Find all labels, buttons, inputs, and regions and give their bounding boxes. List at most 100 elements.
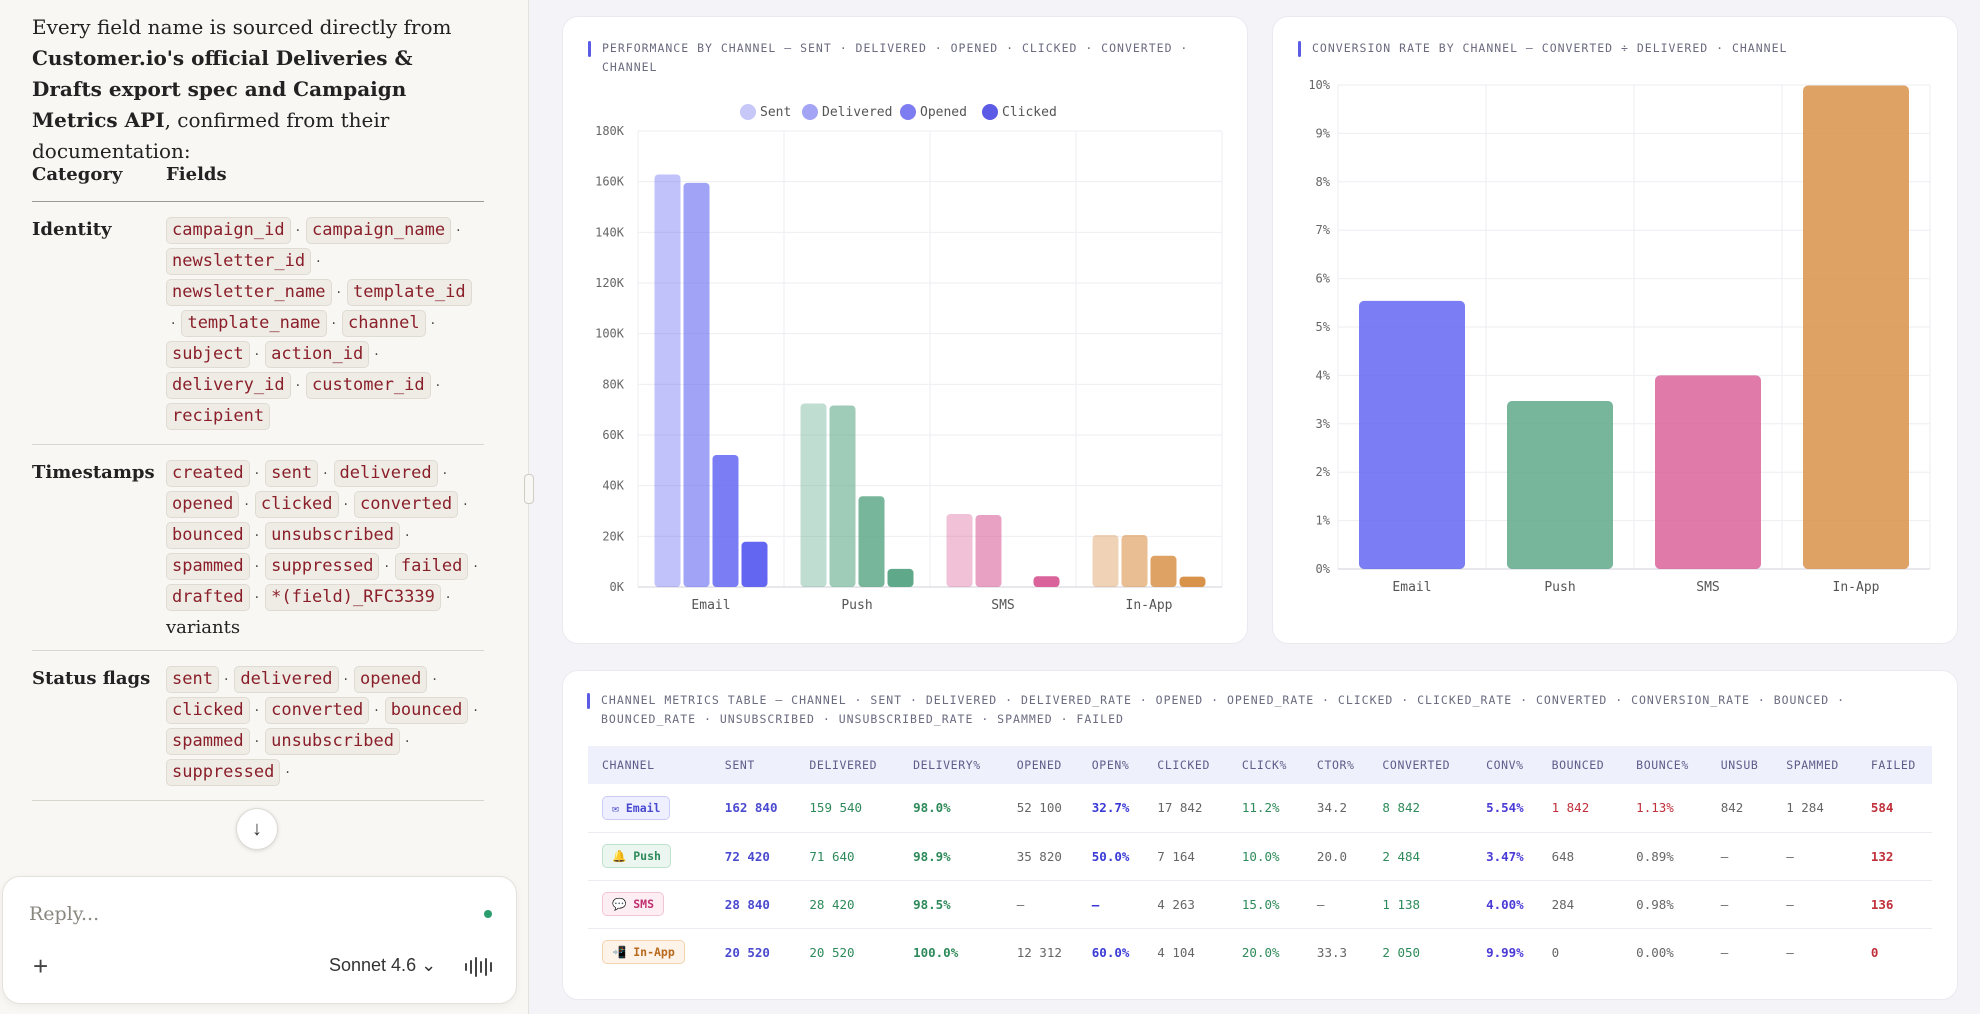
reply-input[interactable]: Reply... — [29, 903, 100, 925]
column-header[interactable]: DELIVERY% — [913, 758, 981, 772]
performance-chart-card: PERFORMANCE BY CHANNEL — SENT · DELIVERE… — [562, 16, 1248, 644]
cell-click: 10.0% — [1227, 832, 1303, 881]
channel-badge: 🔔 Push — [602, 844, 671, 868]
cell-failed: 0 — [1870, 944, 1879, 960]
add-attachment-button[interactable]: + — [33, 951, 49, 981]
cell-ctor: 33.3 — [1316, 944, 1348, 960]
separator: · — [244, 496, 249, 513]
field-code: template_name — [181, 310, 327, 337]
field-code: clicked — [254, 491, 339, 518]
column-header[interactable]: CLICKED — [1157, 758, 1210, 772]
cell-channel: 🔔 Push — [588, 832, 711, 881]
field-code: created — [166, 460, 250, 487]
cell-converted: 1 138 — [1368, 880, 1473, 929]
field-code: campaign_id — [166, 217, 291, 244]
y-tick-label: 1% — [1316, 514, 1331, 528]
column-header[interactable]: DELIVERED — [809, 758, 878, 772]
column-header[interactable]: CONVERTED — [1382, 758, 1451, 772]
status-dot-icon — [484, 910, 492, 918]
y-tick-label: 0% — [1316, 562, 1331, 576]
field-code: spammed — [166, 553, 250, 580]
cell-delivered: 20 520 — [809, 944, 855, 960]
cell-spammed: — — [1786, 944, 1794, 960]
field-list: created · sent · delivered · opened · clicked · co… — [166, 458, 484, 638]
cell-conv: 4.00% — [1472, 880, 1538, 929]
field-list: sent · delivered · opened · clicked · converted ·… — [166, 664, 484, 788]
column-header[interactable]: SPAMMED — [1786, 758, 1839, 772]
cell-unsub: — — [1720, 944, 1729, 960]
legend-label: Opened — [920, 105, 967, 120]
field-code: spammed — [166, 728, 250, 755]
field-code: bounced — [166, 522, 250, 549]
column-header[interactable]: CTOR% — [1316, 758, 1355, 772]
channel-badge: 📲 In-App — [602, 940, 685, 965]
cell-unsub: — — [1706, 832, 1773, 881]
column-header[interactable]: BOUNCED — [1551, 758, 1605, 772]
separator: · — [316, 253, 321, 270]
table-row[interactable]: 📲 In-App 20 520 20 520 100.0% 12 312 60.0% 4 1… — [588, 928, 1932, 976]
cell-failed: 132 — [1856, 832, 1932, 881]
field-code: opened — [166, 491, 240, 518]
y-tick-label: 160K — [595, 175, 625, 189]
cell-click: 20.0% — [1241, 944, 1280, 960]
column-header[interactable]: FAILED — [1870, 758, 1916, 772]
y-tick-label: 10% — [1308, 78, 1330, 92]
cell-sent: 72 420 — [710, 832, 796, 881]
cell-sent: 162 840 — [710, 784, 796, 833]
column-header[interactable]: OPENED — [1016, 758, 1062, 772]
channel-badge: 💬 SMS — [602, 892, 665, 916]
scroll-down-button[interactable]: ↓ — [236, 808, 278, 850]
cell-clicked: 17 842 — [1143, 784, 1228, 833]
field-code: *(field)_RFC3339 — [265, 584, 441, 611]
x-tick-label: Email — [1392, 580, 1431, 595]
column-header[interactable]: UNSUB — [1720, 758, 1759, 772]
legend-swatch — [740, 104, 756, 120]
cell-ctor: — — [1302, 880, 1369, 929]
column-header[interactable]: CHANNEL — [602, 758, 655, 772]
legend-swatch — [802, 104, 818, 120]
bar-conversion-in-app — [1803, 85, 1909, 569]
cell-channel: ✉ Email — [588, 784, 711, 833]
field-row: Status flags sent · delivered · opened · clicke… — [32, 651, 484, 801]
separator: · — [171, 315, 176, 332]
legend-label: Clicked — [1002, 105, 1057, 120]
cell-clicked: 4 263 — [1143, 880, 1228, 929]
cell-delivery: 98.0% — [899, 784, 1003, 833]
panel-resize-handle[interactable] — [524, 474, 534, 504]
cell-opened: 35 820 — [1002, 832, 1078, 881]
cell-conv: 3.47% — [1472, 832, 1538, 881]
bar-opened-email — [712, 455, 739, 587]
column-header[interactable]: BOUNCE% — [1636, 758, 1689, 772]
legend-label: Delivered — [822, 105, 892, 120]
cell-converted: 2 050 — [1382, 944, 1421, 960]
field-code: delivery_id — [166, 372, 291, 399]
column-header[interactable]: SENT — [724, 758, 755, 772]
bar-conversion-email — [1359, 300, 1465, 569]
column-header[interactable]: OPEN% — [1091, 758, 1130, 772]
y-tick-label: 180K — [595, 124, 625, 138]
table-row[interactable]: ✉ Email 162 840 159 540 98.0% 52 100 32.7% 17 … — [588, 784, 1932, 833]
cell-delivered: 159 540 — [795, 784, 900, 833]
separator: · — [435, 377, 441, 394]
separator: · — [254, 465, 260, 482]
cell-click: 11.2% — [1227, 784, 1303, 833]
separator: · — [285, 764, 290, 781]
field-category: Identity — [32, 219, 112, 240]
model-selector[interactable]: Sonnet 4.6 ⌄ — [329, 955, 437, 975]
separator: · — [343, 496, 348, 513]
column-header[interactable]: CONV% — [1486, 758, 1524, 772]
y-tick-label: 3% — [1316, 417, 1331, 431]
separator: · — [336, 284, 341, 301]
table-row[interactable]: 💬 SMS 28 840 28 420 98.5% — —4 263 15.0% —1 138… — [588, 880, 1932, 929]
cell-conv: 5.54% — [1472, 784, 1538, 833]
separator: · — [432, 671, 437, 688]
bar-opened-in-app — [1150, 555, 1177, 587]
column-header[interactable]: CLICK% — [1241, 758, 1288, 772]
separator: · — [295, 377, 301, 394]
cell-bounce: 1.13% — [1622, 784, 1707, 833]
table-row[interactable]: 🔔 Push 72 420 71 640 98.9% 35 820 50.0% 7 164 1… — [588, 832, 1932, 881]
bar-clicked-sms — [1033, 576, 1060, 587]
voice-mode-icon[interactable] — [465, 957, 492, 977]
bar-sent-in-app — [1092, 535, 1119, 587]
bar-delivered-in-app — [1121, 535, 1148, 587]
